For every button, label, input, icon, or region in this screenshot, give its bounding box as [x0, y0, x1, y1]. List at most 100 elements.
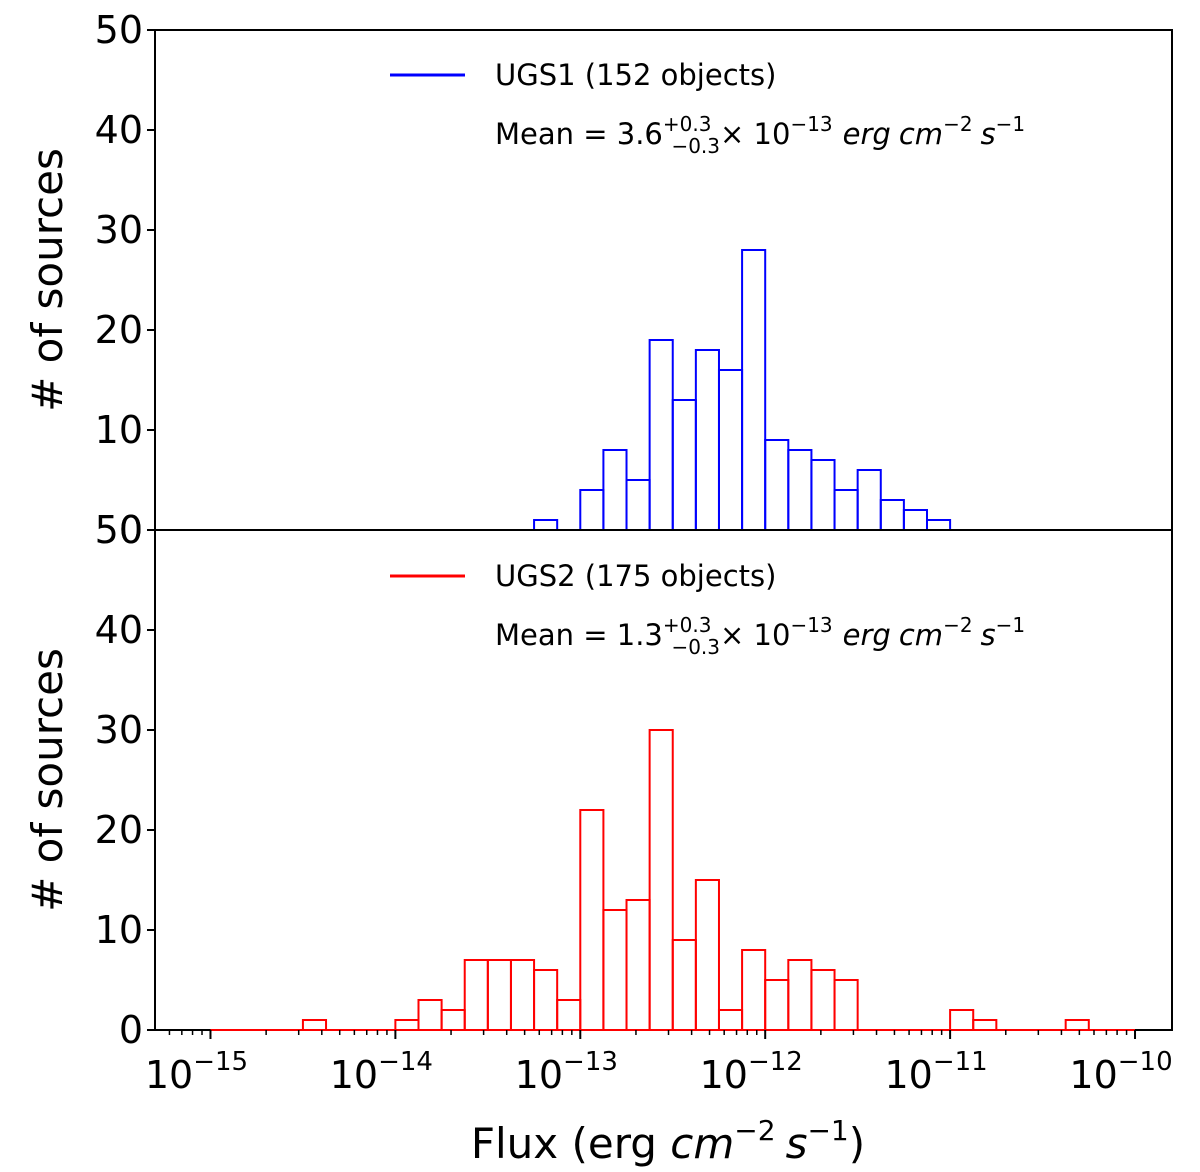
- top-histogram-bar: [856, 469, 882, 531]
- bottom-histogram-bar: [972, 1019, 998, 1031]
- x-tick-base: 10: [1069, 1053, 1117, 1097]
- bottom-histogram-bar: [463, 959, 489, 1031]
- bottom-mean-unit-s-exp: −1: [996, 613, 1025, 637]
- x-axis-label-pre: Flux (erg: [471, 1119, 670, 1168]
- top-histogram-bar: [764, 439, 790, 531]
- bottom-histogram-bar: [509, 959, 536, 1031]
- bottom-mean-annotation: Mean = 1.3+0.3 −0.3× 10−13 erg cm−2 s−1: [495, 613, 1025, 659]
- bottom-histogram-bar: [440, 1009, 466, 1031]
- bottom-histogram-bar: [486, 959, 512, 1031]
- top-panel: 0 10 20 30 40 50 # of sources UGS1 (152 objec…: [23, 8, 1173, 552]
- x-axis-label: Flux (erg cm−2 s−1): [471, 1114, 865, 1168]
- top-mean-unit-s-exp: −1: [996, 112, 1025, 136]
- bottom-y-tick-label: 0: [119, 1008, 143, 1052]
- top-y-tick-label: 20: [95, 308, 143, 352]
- bottom-histogram-bar: [741, 949, 767, 1031]
- x-tick-exponent: −15: [193, 1047, 248, 1077]
- bottom-histogram-bar: [625, 899, 651, 1031]
- bottom-mean-unit-s: s: [981, 618, 996, 652]
- bottom-x-axis-ticks: 10−15 10−14 10−13 10−12 10−11 10−10: [145, 1030, 1173, 1097]
- top-y-tick-label: 40: [95, 108, 143, 152]
- top-histogram-bar: [741, 249, 767, 531]
- bottom-legend: UGS2 (175 objects): [390, 559, 776, 593]
- x-tick-label: 10−10: [1069, 1047, 1172, 1097]
- bottom-histogram-bar: [787, 959, 813, 1031]
- bottom-y-axis-label: # of sources: [23, 648, 72, 912]
- x-axis-label-cm: cm: [670, 1119, 734, 1168]
- x-tick-label: 10−13: [515, 1047, 618, 1097]
- bottom-mean-times: × 10: [720, 618, 790, 652]
- bottom-histogram-bars: [210, 729, 1136, 1031]
- top-histogram-bar: [602, 449, 628, 531]
- bottom-histogram-bar: [949, 1009, 975, 1031]
- top-y-tick-label: 50: [95, 8, 143, 52]
- bottom-y-tick-label: 50: [95, 508, 143, 552]
- bottom-histogram-bar: [1064, 1019, 1090, 1031]
- bottom-histogram-bar: [717, 1009, 744, 1031]
- top-mean-exp: −13: [790, 112, 832, 136]
- bottom-mean-plus-err: +0.3: [663, 613, 712, 637]
- x-tick-label: 10−14: [330, 1047, 433, 1097]
- top-histogram-bar: [579, 489, 605, 531]
- top-histogram-bar: [533, 519, 559, 531]
- x-tick-label: 10−11: [884, 1047, 987, 1097]
- top-mean-times: × 10: [720, 117, 790, 151]
- top-mean-unit-erg: erg: [843, 117, 891, 151]
- top-histogram-bar: [810, 459, 836, 531]
- x-tick-base: 10: [145, 1053, 193, 1097]
- bottom-histogram-bar: [810, 969, 836, 1031]
- top-histogram-bar: [625, 479, 651, 531]
- x-tick-label: 10−15: [145, 1047, 248, 1097]
- x-tick-base: 10: [330, 1053, 378, 1097]
- bottom-histogram-bar: [602, 909, 628, 1031]
- top-mean-annotation: Mean = 3.6+0.3 −0.3× 10−13 erg cm−2 s−1: [495, 112, 1025, 158]
- bottom-plot-frame: [154, 529, 1173, 1031]
- bottom-legend-label: UGS2 (175 objects): [495, 559, 776, 593]
- x-tick-base: 10: [515, 1053, 563, 1097]
- bottom-y-tick-label: 30: [95, 708, 143, 752]
- bottom-histogram-bar: [671, 939, 697, 1031]
- top-histogram-bar: [902, 509, 928, 531]
- top-histogram-bar: [787, 449, 813, 531]
- x-tick-exponent: −11: [933, 1047, 988, 1077]
- bottom-mean-unit-cm: cm: [899, 618, 943, 652]
- top-y-axis-label: # of sources: [23, 148, 72, 412]
- bottom-histogram-bar: [648, 729, 674, 1031]
- x-tick-base: 10: [700, 1053, 748, 1097]
- x-tick-base: 10: [884, 1053, 932, 1097]
- bottom-y-tick-label: 10: [95, 908, 143, 952]
- bottom-histogram-bar: [579, 809, 605, 1031]
- top-plot-frame: [154, 29, 1173, 531]
- top-histogram-bars: [210, 249, 1136, 531]
- bottom-y-axis-ticks: 0 10 20 30 40 50: [95, 508, 155, 1052]
- x-axis-label-s: s: [786, 1119, 808, 1168]
- top-mean-unit-cm-exp: −2: [943, 112, 972, 136]
- top-histogram-bar: [925, 519, 952, 531]
- bottom-histogram-bar: [417, 999, 443, 1031]
- top-histogram-bar: [671, 399, 697, 531]
- bottom-y-tick-label: 40: [95, 608, 143, 652]
- top-mean-prefix: Mean = 3.6: [495, 117, 663, 151]
- top-histogram-bar: [648, 339, 674, 531]
- top-mean-plus-err: +0.3: [663, 112, 712, 136]
- x-axis-label-cm-exp: −2: [734, 1114, 775, 1147]
- x-tick-exponent: −13: [563, 1047, 618, 1077]
- x-axis-label-s-exp: −1: [807, 1114, 848, 1147]
- bottom-histogram-bar: [764, 979, 790, 1031]
- top-mean-unit-s: s: [981, 117, 996, 151]
- bottom-mean-unit-erg: erg: [843, 618, 891, 652]
- top-y-tick-label: 10: [95, 408, 143, 452]
- bottom-mean-exp: −13: [790, 613, 832, 637]
- bottom-mean-minus-err: −0.3: [671, 635, 720, 659]
- bottom-histogram-bar: [833, 979, 859, 1031]
- x-tick-exponent: −10: [1118, 1047, 1173, 1077]
- top-y-axis-ticks: 0 10 20 30 40 50: [95, 8, 155, 552]
- top-y-tick-label: 0: [119, 508, 143, 552]
- bottom-histogram-bar: [394, 1019, 420, 1031]
- bottom-histogram-bar: [301, 1019, 328, 1031]
- x-axis-label-post: ): [849, 1119, 865, 1168]
- x-tick-label: 10−12: [700, 1047, 803, 1097]
- top-histogram-bar: [717, 369, 744, 531]
